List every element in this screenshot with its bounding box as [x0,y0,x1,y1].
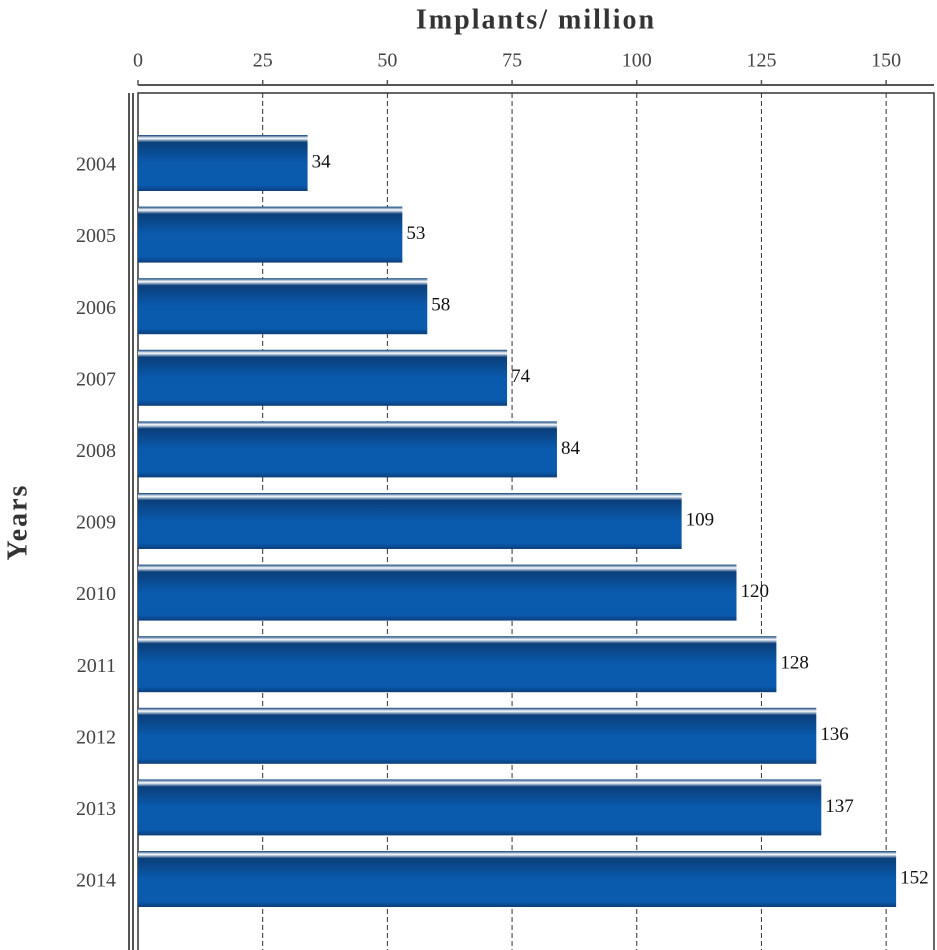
y-tick-label: 2005 [76,225,116,247]
value-label: 84 [561,438,581,459]
y-axis-label: Years [2,484,33,561]
bar [138,349,508,406]
value-label: 128 [780,653,809,674]
bar [138,135,308,191]
y-tick-label: 2008 [76,440,116,462]
y-tick-label: 2007 [76,368,116,390]
value-label: 152 [900,867,929,888]
value-label: 34 [312,151,332,172]
value-label: 58 [431,295,450,316]
y-tick-label: 2010 [76,583,116,605]
y-tick-label: 2011 [77,655,116,677]
bar [138,493,682,549]
x-tick-label: 25 [253,50,273,72]
y-tick-label: 2013 [76,798,116,820]
y-tick-label: 2012 [76,726,116,748]
chart-title: Implants/ million [416,4,656,35]
bar [138,278,428,335]
y-tick-label: 2009 [76,512,116,534]
y-tick-label: 2006 [76,297,116,319]
value-label: 136 [820,724,849,745]
x-tick-label: 125 [746,50,776,72]
bar [138,421,557,478]
value-label: 120 [741,581,770,602]
x-tick-label: 50 [377,50,397,72]
bar [138,779,822,836]
x-tick-label: 75 [502,50,522,72]
y-tick-label: 2014 [76,870,116,892]
value-label: 53 [406,223,425,244]
bar [138,564,737,621]
value-label: 109 [686,509,715,530]
value-label: 74 [511,366,531,387]
bar [138,707,817,764]
bar [138,206,403,263]
x-tick-label: 0 [133,50,143,72]
bar [138,851,897,907]
x-tick-label: 100 [622,50,652,72]
value-label: 137 [825,796,854,817]
bar [138,636,777,693]
y-tick-label: 2004 [76,154,116,176]
x-tick-label: 150 [871,50,901,72]
